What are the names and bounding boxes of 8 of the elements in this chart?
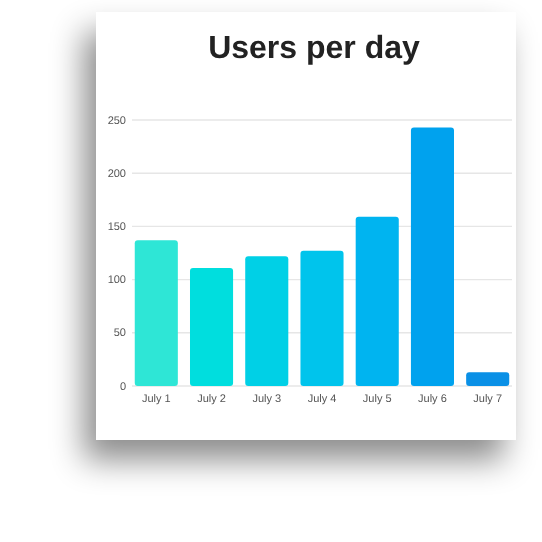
- bar: [245, 256, 289, 386]
- bar: [410, 127, 455, 386]
- chart-title: Users per day: [208, 32, 421, 66]
- bar: [189, 267, 234, 386]
- bar: [355, 216, 399, 386]
- bar: [466, 372, 510, 386]
- bar: [300, 250, 344, 386]
- bar: [134, 240, 178, 386]
